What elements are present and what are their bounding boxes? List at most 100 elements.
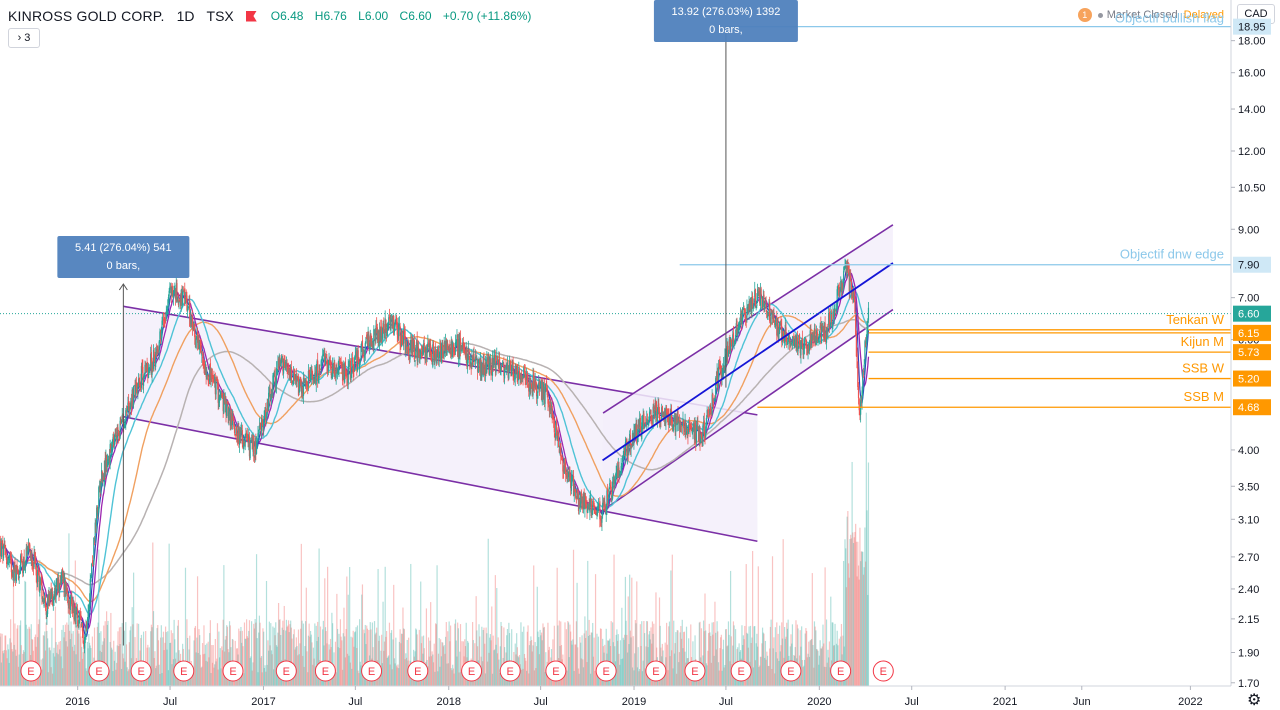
volume-bar bbox=[56, 644, 59, 686]
candle-body bbox=[695, 427, 698, 442]
volume-bar bbox=[717, 631, 719, 686]
volume-bar bbox=[844, 539, 846, 686]
measure-text-2: 0 bars, bbox=[709, 24, 743, 36]
candle-body bbox=[731, 340, 733, 346]
candle-body bbox=[714, 395, 716, 398]
candle-body bbox=[798, 334, 801, 344]
candle-body bbox=[150, 351, 152, 374]
candle-body bbox=[294, 374, 296, 380]
volume-bar bbox=[805, 628, 807, 686]
candle-body bbox=[254, 441, 256, 457]
volume-bar bbox=[191, 671, 193, 686]
candle-body bbox=[802, 348, 804, 355]
volume-bar bbox=[341, 669, 344, 686]
volume-bar bbox=[484, 643, 486, 686]
candle-body bbox=[705, 426, 707, 437]
volume-bar bbox=[109, 641, 111, 686]
candle-body bbox=[582, 497, 584, 510]
candle-body bbox=[425, 347, 428, 361]
candle-body bbox=[581, 498, 583, 504]
candle-body bbox=[704, 431, 706, 437]
candle-body bbox=[614, 481, 616, 483]
volume-bar bbox=[582, 667, 585, 686]
candle-body bbox=[98, 485, 101, 489]
indicators-toggle-button[interactable]: › 3 bbox=[8, 28, 40, 48]
volume-bar bbox=[433, 643, 435, 686]
flag-icon[interactable] bbox=[245, 10, 257, 22]
volume-bar bbox=[802, 667, 804, 686]
volume-bar bbox=[7, 644, 9, 686]
volume-bar bbox=[705, 663, 708, 686]
candle-body bbox=[73, 605, 75, 620]
candle-body bbox=[540, 381, 542, 385]
candle-body bbox=[213, 377, 215, 384]
candle-body bbox=[815, 330, 818, 342]
x-tick-label: 2018 bbox=[437, 696, 461, 708]
candle-body bbox=[133, 385, 135, 405]
candle-body bbox=[669, 416, 671, 419]
candle-body bbox=[338, 359, 340, 370]
alert-count-badge[interactable]: 1 bbox=[1077, 8, 1092, 22]
candle-body bbox=[329, 360, 331, 364]
candle-body bbox=[29, 544, 31, 550]
volume-bar bbox=[250, 621, 253, 686]
volume-bar bbox=[598, 672, 600, 686]
candle-body bbox=[144, 364, 146, 377]
volume-bar bbox=[806, 630, 808, 686]
candle-body bbox=[830, 312, 833, 324]
volume-bar bbox=[152, 611, 155, 686]
candle-body bbox=[182, 290, 184, 306]
settings-gear-icon[interactable]: ⚙ bbox=[1247, 692, 1262, 709]
volume-bar bbox=[532, 645, 534, 686]
candle-body bbox=[126, 409, 128, 411]
candle-body bbox=[435, 350, 437, 362]
volume-bar bbox=[758, 667, 760, 686]
candle-body bbox=[688, 424, 690, 434]
candle-body bbox=[846, 263, 848, 276]
interval-label[interactable]: 1D bbox=[176, 8, 195, 24]
volume-bar bbox=[723, 667, 725, 686]
candle-body bbox=[484, 369, 486, 376]
candle-body bbox=[552, 415, 554, 419]
candle-body bbox=[261, 419, 263, 424]
candle-body bbox=[292, 371, 295, 385]
symbol-name[interactable]: KINROSS GOLD CORP. bbox=[8, 8, 165, 24]
candle-body bbox=[200, 343, 202, 354]
volume-bar bbox=[670, 570, 672, 686]
candle-body bbox=[312, 373, 314, 379]
volume-bar bbox=[521, 631, 523, 686]
candle-body bbox=[3, 543, 5, 547]
volume-bar bbox=[297, 629, 300, 686]
level-label: SSB W bbox=[1182, 361, 1225, 376]
earnings-marker-label: E bbox=[602, 666, 609, 678]
candle-body bbox=[820, 324, 823, 344]
volume-bar bbox=[685, 626, 688, 686]
candle-body bbox=[656, 408, 658, 422]
volume-bar bbox=[306, 651, 308, 686]
candle-body bbox=[468, 348, 470, 356]
volume-bar bbox=[408, 637, 410, 686]
candle-body bbox=[775, 317, 777, 322]
candle-body bbox=[141, 365, 143, 369]
volume-bar bbox=[750, 643, 752, 686]
candle-body bbox=[703, 420, 705, 435]
volume-bar bbox=[629, 574, 631, 686]
volume-bar bbox=[204, 653, 206, 686]
candle-body bbox=[754, 288, 757, 308]
volume-bar bbox=[299, 643, 301, 686]
volume-bar bbox=[257, 672, 259, 686]
candle-body bbox=[683, 419, 685, 429]
volume-bar bbox=[11, 649, 13, 686]
candle-body bbox=[132, 389, 134, 404]
volume-bar bbox=[356, 647, 358, 686]
candle-body bbox=[541, 381, 543, 403]
volume-bar bbox=[137, 623, 140, 686]
volume-bar bbox=[444, 653, 446, 686]
candle-body bbox=[34, 555, 37, 564]
volume-bar bbox=[267, 640, 269, 686]
volume-bar bbox=[668, 621, 671, 686]
candle-body bbox=[148, 368, 150, 370]
volume-bar bbox=[815, 630, 817, 686]
volume-bar bbox=[428, 656, 430, 686]
